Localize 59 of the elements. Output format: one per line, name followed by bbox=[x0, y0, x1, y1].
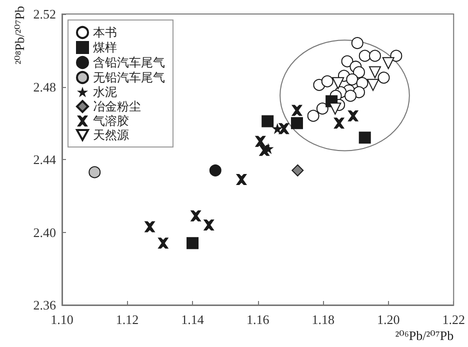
point bbox=[144, 221, 156, 232]
point bbox=[307, 110, 320, 122]
legend-label: 天然源 bbox=[93, 128, 129, 142]
point bbox=[291, 104, 302, 116]
point bbox=[316, 102, 328, 115]
point bbox=[378, 72, 390, 84]
y-tick-label: 2.48 bbox=[33, 79, 56, 94]
point bbox=[382, 57, 394, 70]
x-tick-label: 1.12 bbox=[116, 312, 139, 327]
point bbox=[186, 237, 199, 250]
point bbox=[367, 78, 380, 91]
legend-label: 无铅汽车尾气 bbox=[93, 70, 165, 84]
point bbox=[158, 238, 169, 249]
x-tick-label: 1.14 bbox=[181, 312, 204, 327]
point bbox=[236, 174, 247, 186]
point bbox=[348, 110, 359, 122]
legend-label: 本书 bbox=[93, 26, 117, 40]
point bbox=[341, 55, 354, 68]
y-axis-title: ²⁰⁸Pb/²⁰⁷Pb bbox=[12, 6, 27, 64]
legend-label: 含铅汽车尾气 bbox=[93, 56, 165, 70]
point bbox=[292, 164, 304, 176]
point bbox=[351, 37, 364, 50]
point bbox=[272, 123, 283, 134]
point bbox=[358, 50, 371, 62]
y-tick-label: 2.44 bbox=[33, 152, 56, 167]
point bbox=[344, 90, 356, 102]
legend-label: 煤样 bbox=[93, 40, 117, 54]
x-tick-label: 1.20 bbox=[376, 312, 400, 327]
y-tick-label: 2.52 bbox=[33, 6, 56, 22]
y-tick-label: 2.40 bbox=[33, 224, 56, 240]
point bbox=[290, 117, 303, 130]
legend-label: 冶金粉尘 bbox=[93, 100, 141, 114]
point bbox=[258, 144, 270, 156]
point bbox=[329, 102, 342, 115]
x-tick-label: 1.16 bbox=[246, 312, 270, 327]
point bbox=[88, 166, 101, 178]
x-axis-title: ²⁰⁶Pb/²⁰⁷Pb bbox=[395, 328, 454, 343]
point bbox=[334, 118, 345, 129]
point bbox=[390, 50, 402, 62]
point bbox=[368, 50, 381, 62]
point bbox=[321, 75, 334, 88]
point bbox=[262, 115, 274, 128]
x-tick-label: 1.22 bbox=[442, 312, 465, 327]
point bbox=[368, 66, 381, 78]
point bbox=[209, 164, 222, 176]
point bbox=[254, 136, 266, 147]
point bbox=[278, 123, 290, 134]
point bbox=[332, 77, 344, 90]
x-tick-label: 1.10 bbox=[50, 312, 74, 327]
point bbox=[190, 210, 202, 222]
point bbox=[346, 73, 358, 86]
point bbox=[358, 132, 371, 144]
point bbox=[203, 219, 214, 230]
point bbox=[356, 77, 368, 90]
legend-label: 气溶胶 bbox=[93, 114, 129, 128]
x-tick-label: 1.18 bbox=[312, 312, 334, 327]
legend-label: 水泥 bbox=[93, 85, 117, 99]
point bbox=[352, 66, 365, 78]
y-tick-label: 2.36 bbox=[33, 298, 56, 312]
